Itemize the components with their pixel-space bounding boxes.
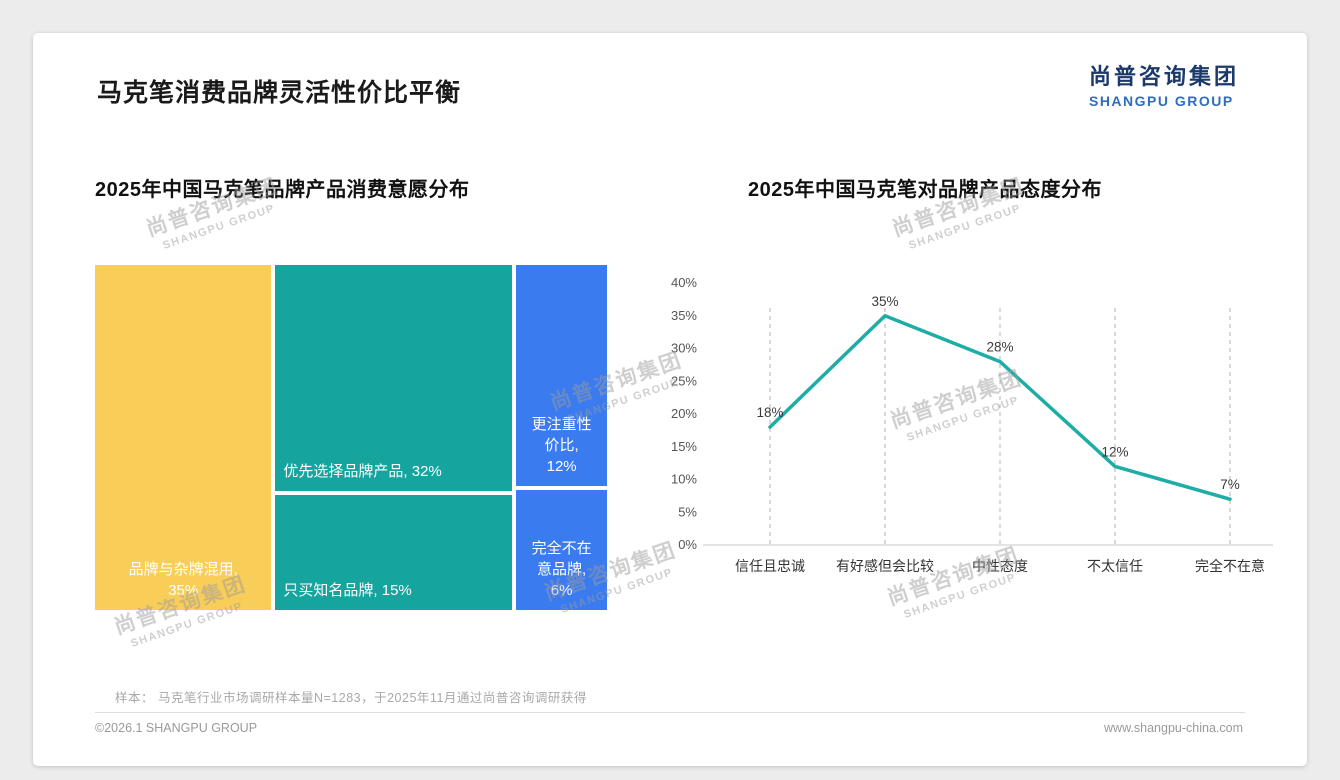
svg-text:7%: 7% [1220,477,1240,492]
treemap-segment-1: 品牌与杂牌混用, 35% [95,265,272,610]
slide-card: 马克笔消费品牌灵活性价比平衡 尚普咨询集团 SHANGPU GROUP 2025… [33,33,1307,766]
svg-text:25%: 25% [671,373,697,388]
line-chart-title: 2025年中国马克笔对品牌产品态度分布 [748,179,1102,201]
treemap-segment-label: 35% [168,582,199,599]
website-link[interactable]: www.shangpu-china.com [1104,721,1243,735]
treemap-segment-label: 更注重性 [531,416,592,434]
copyright-text: ©2026.1 SHANGPU GROUP [95,721,258,735]
treemap-segment-label: 品牌与杂牌混用, [128,561,238,578]
sample-note: 样本： 马克笔行业市场调研样本量N=1283，于2025年11月通过尚普咨询调研… [115,691,587,705]
logo-cn-text: 尚普咨询集团 [1088,64,1239,89]
line-chart-svg: 信任且忠诚 有好感但会比较 中性态度 不太信任 完全不在意 0% 5% 10% 15% 20% 25… [671,275,1273,574]
svg-text:30%: 30% [671,341,697,356]
treemap-column: 更注重性价比, 12% 完全不在意品牌, 6% [516,265,607,610]
svg-text:20%: 20% [671,406,697,421]
treemap-column: 优先选择品牌产品, 32% 只买知名品牌, 15% [275,265,513,610]
svg-text:信任且忠诚: 信任且忠诚 [735,558,805,574]
svg-text:28%: 28% [986,340,1013,355]
treemap-segment-2: 优先选择品牌产品, 32% [275,265,513,491]
treemap-chart-title: 2025年中国马克笔品牌产品消费意愿分布 [95,179,470,201]
svg-text:40%: 40% [671,275,697,290]
svg-text:18%: 18% [756,405,783,420]
treemap-segment-label: 意品牌, [537,561,587,578]
svg-text:5%: 5% [678,504,697,519]
treemap-segment-5: 完全不在意品牌, 6% [516,490,607,610]
treemap-segment-4: 更注重性价比, 12% [516,265,607,487]
svg-text:12%: 12% [1101,444,1128,459]
footer-divider [95,712,1245,713]
treemap-segment-label: 价比, [544,437,579,455]
svg-text:有好感但会比较: 有好感但会比较 [836,558,934,574]
company-logo: 尚普咨询集团 SHANGPU GROUP [1089,59,1239,109]
svg-text:中性态度: 中性态度 [972,558,1028,574]
logo-en-text: SHANGPU GROUP [1088,93,1234,109]
treemap-segment-label: 优先选择品牌产品, 32% [283,462,442,480]
treemap-column: 品牌与杂牌混用, 35% [95,265,272,610]
svg-text:35%: 35% [871,294,898,309]
treemap-chart: 品牌与杂牌混用, 35% 优先选择品牌产品, 32% 只买知名品牌, 15% 更注重性价… [95,265,607,610]
svg-text:15%: 15% [671,439,697,454]
page-title: 马克笔消费品牌灵活性价比平衡 [97,79,462,107]
line-chart: 信任且忠诚 有好感但会比较 中性态度 不太信任 完全不在意 0% 5% 10% 15% 20% 25… [653,268,1283,588]
svg-text:0%: 0% [678,537,697,552]
svg-text:完全不在意: 完全不在意 [1195,558,1265,574]
treemap-segment-label: 12% [546,458,577,476]
treemap-segment-label: 完全不在 [531,540,592,557]
svg-text:10%: 10% [671,472,697,487]
treemap-segment-3: 只买知名品牌, 15% [275,494,513,610]
svg-text:不太信任: 不太信任 [1087,558,1143,574]
svg-text:35%: 35% [671,308,697,323]
treemap-segment-label: 6% [550,582,573,599]
treemap-segment-label: 只买知名品牌, 15% [283,582,412,599]
